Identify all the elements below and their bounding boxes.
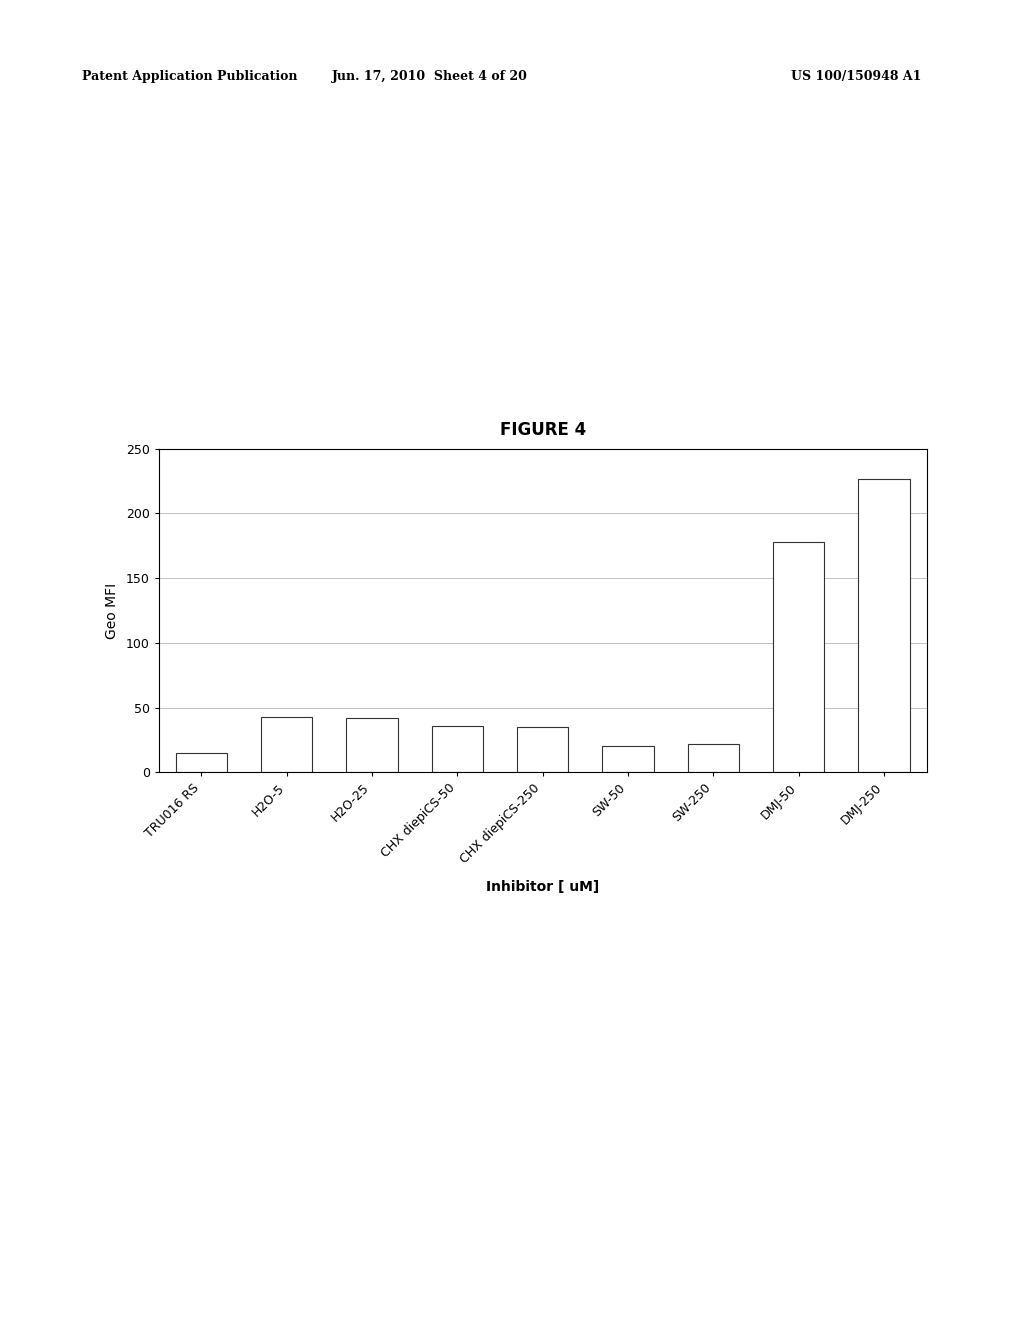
Bar	[176, 752, 227, 772]
Bar	[858, 479, 909, 772]
Bar	[346, 718, 397, 772]
Y-axis label: Geo MFI: Geo MFI	[104, 582, 119, 639]
Bar	[517, 727, 568, 772]
Title: FIGURE 4: FIGURE 4	[500, 421, 586, 440]
X-axis label: Inhibitor [ uM]: Inhibitor [ uM]	[486, 879, 599, 894]
Bar	[688, 743, 739, 772]
Bar	[602, 746, 653, 772]
Bar	[432, 726, 483, 772]
Bar	[261, 717, 312, 772]
Text: US 100/150948 A1: US 100/150948 A1	[792, 70, 922, 83]
Text: Jun. 17, 2010  Sheet 4 of 20: Jun. 17, 2010 Sheet 4 of 20	[332, 70, 528, 83]
Text: Patent Application Publication: Patent Application Publication	[82, 70, 297, 83]
Bar	[773, 543, 824, 772]
